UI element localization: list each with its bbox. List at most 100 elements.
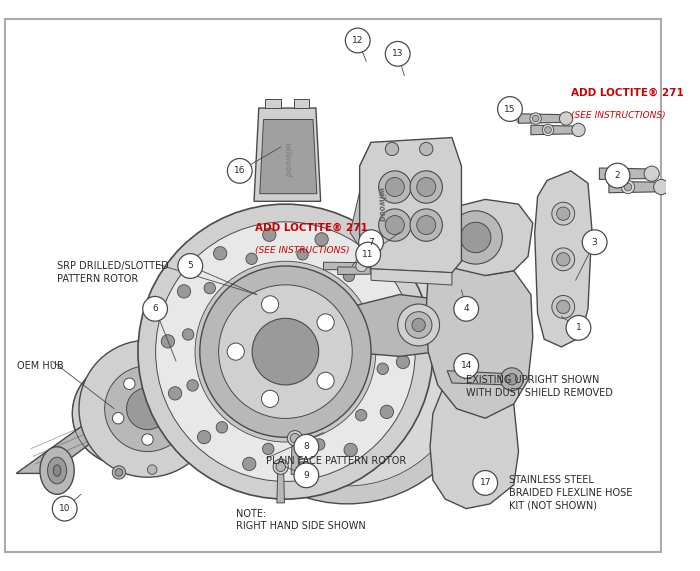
Circle shape [214,247,227,260]
Circle shape [287,431,302,446]
Polygon shape [360,138,461,273]
Circle shape [582,230,607,255]
Circle shape [72,362,175,465]
Polygon shape [254,108,321,202]
Circle shape [556,253,570,266]
Circle shape [498,96,522,122]
Circle shape [360,259,373,273]
Polygon shape [260,119,317,194]
Ellipse shape [48,457,66,484]
Polygon shape [323,262,361,270]
Circle shape [605,163,630,188]
Circle shape [92,381,156,445]
Text: (SEE INSTRUCTIONS): (SEE INSTRUCTIONS) [255,246,349,255]
Circle shape [530,113,541,124]
Circle shape [178,254,203,279]
Circle shape [143,296,167,321]
Polygon shape [371,269,452,285]
Circle shape [343,270,355,282]
Text: STAINLESS STEEL
BRAIDED FLEXLINE HOSE
KIT (NOT SHOWN): STAINLESS STEEL BRAIDED FLEXLINE HOSE KI… [509,475,632,511]
Circle shape [195,262,376,442]
Circle shape [385,142,398,156]
Circle shape [228,343,244,360]
Circle shape [410,171,442,203]
Polygon shape [599,168,652,179]
Polygon shape [609,182,662,193]
Circle shape [199,266,371,437]
Text: OEM HUB: OEM HUB [17,361,64,371]
Circle shape [187,380,198,391]
Circle shape [113,412,124,424]
Circle shape [383,366,398,381]
Circle shape [622,180,635,194]
Text: SRP DRILLED/SLOTTED
PATTERN ROTOR: SRP DRILLED/SLOTTED PATTERN ROTOR [57,262,169,284]
Circle shape [290,309,405,423]
Text: 7: 7 [368,238,374,247]
Circle shape [271,289,424,442]
Circle shape [356,242,381,267]
Polygon shape [350,142,371,269]
Circle shape [379,171,411,203]
Text: 13: 13 [392,49,403,58]
Circle shape [545,127,552,133]
Circle shape [273,459,288,475]
Circle shape [556,300,570,313]
Circle shape [559,112,573,125]
Circle shape [454,353,479,378]
Ellipse shape [53,465,61,476]
Circle shape [449,211,503,264]
Circle shape [295,462,308,475]
Circle shape [566,315,591,340]
Circle shape [169,387,182,400]
Circle shape [379,209,411,242]
Circle shape [262,443,274,455]
Circle shape [297,248,308,260]
Circle shape [252,318,318,385]
Text: (SEE INSTRUCTIONS): (SEE INSTRUCTIONS) [571,111,666,120]
Circle shape [276,462,286,472]
Circle shape [171,412,183,424]
Circle shape [317,314,334,331]
Circle shape [317,372,334,389]
Circle shape [52,496,77,521]
Circle shape [112,466,125,479]
Text: 6: 6 [152,304,158,313]
Circle shape [345,28,370,53]
Circle shape [124,378,135,389]
Circle shape [160,378,172,389]
Polygon shape [294,99,309,108]
Text: 12: 12 [352,36,363,45]
Circle shape [346,402,361,417]
Circle shape [500,368,524,391]
Polygon shape [291,438,299,475]
Text: 11: 11 [363,250,374,259]
Polygon shape [447,371,509,385]
Circle shape [416,178,436,196]
Circle shape [405,312,432,338]
Circle shape [552,295,575,318]
Circle shape [309,327,324,342]
Circle shape [654,179,669,195]
Text: ADD LOCTITE® 271: ADD LOCTITE® 271 [571,87,684,98]
Circle shape [396,355,410,368]
Circle shape [228,159,252,183]
Circle shape [262,228,276,242]
Polygon shape [426,252,533,418]
Circle shape [644,166,659,182]
Circle shape [377,363,388,375]
Polygon shape [265,99,281,108]
Circle shape [372,312,384,324]
Circle shape [344,443,357,457]
Circle shape [360,319,376,335]
Ellipse shape [40,447,74,494]
Circle shape [79,340,216,477]
Polygon shape [277,467,284,503]
Circle shape [127,388,169,429]
Circle shape [197,431,211,444]
Circle shape [243,457,256,471]
Polygon shape [419,199,533,276]
Text: PLAIN FACE PATTERN ROTOR: PLAIN FACE PATTERN ROTOR [267,456,407,467]
Circle shape [148,465,157,475]
Circle shape [161,335,174,348]
Circle shape [385,216,405,235]
